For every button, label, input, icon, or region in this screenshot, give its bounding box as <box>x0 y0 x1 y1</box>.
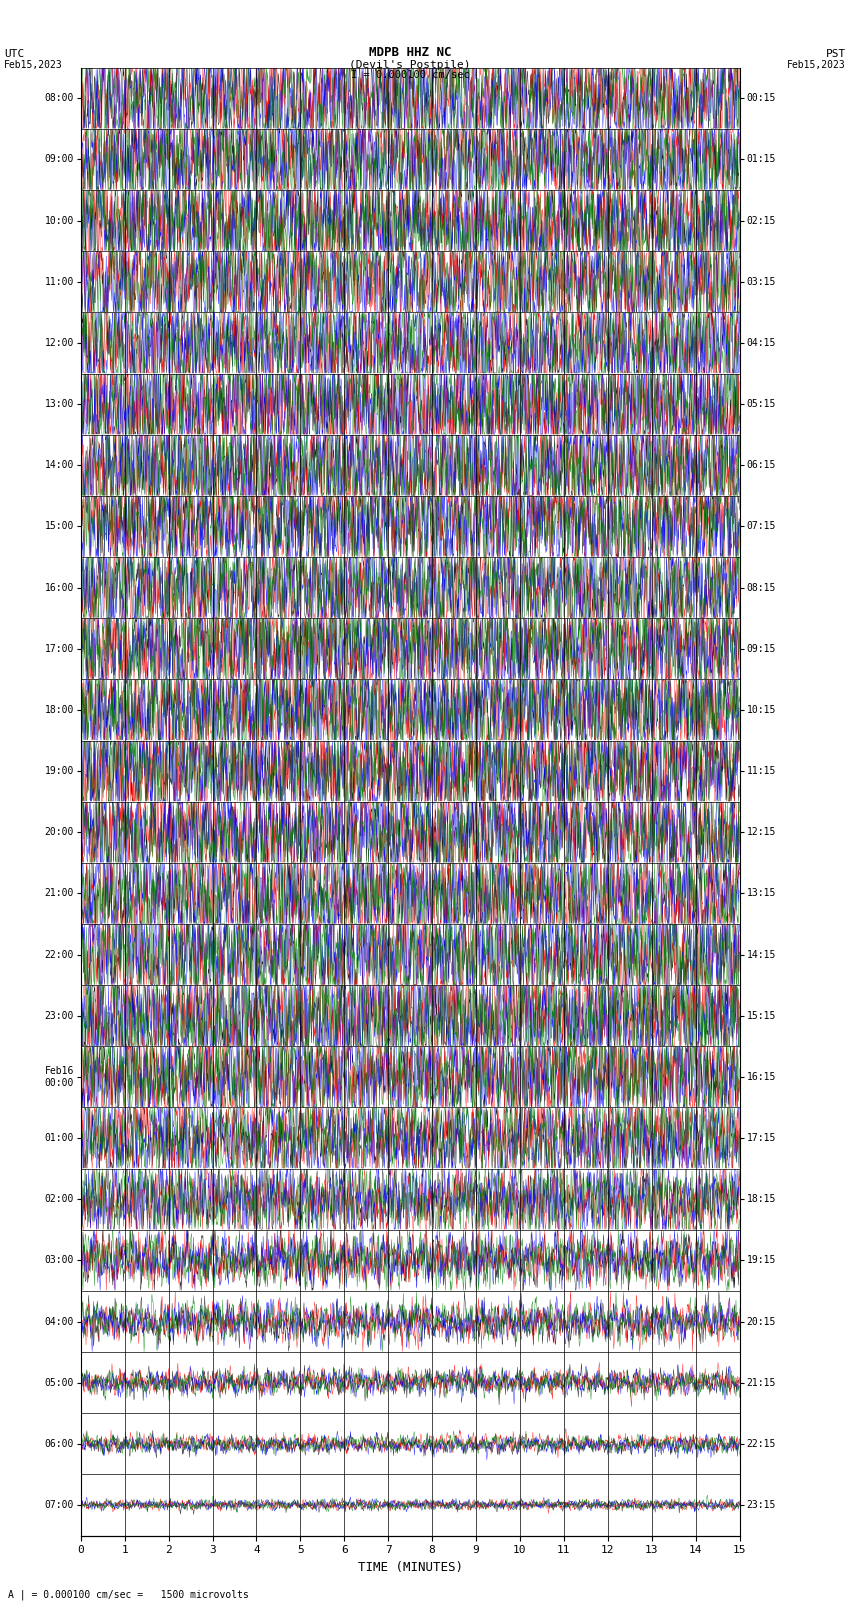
Text: UTC: UTC <box>4 48 25 58</box>
Text: Feb15,2023: Feb15,2023 <box>787 60 846 71</box>
Text: A | = 0.000100 cm/sec =   1500 microvolts: A | = 0.000100 cm/sec = 1500 microvolts <box>8 1589 249 1600</box>
Text: I = 0.000100 cm/sec: I = 0.000100 cm/sec <box>351 69 469 79</box>
Text: Feb15,2023: Feb15,2023 <box>4 60 63 71</box>
Text: MDPB HHZ NC: MDPB HHZ NC <box>369 45 451 58</box>
X-axis label: TIME (MINUTES): TIME (MINUTES) <box>358 1561 462 1574</box>
Text: (Devil's Postpile): (Devil's Postpile) <box>349 60 471 71</box>
Text: PST: PST <box>825 48 846 58</box>
